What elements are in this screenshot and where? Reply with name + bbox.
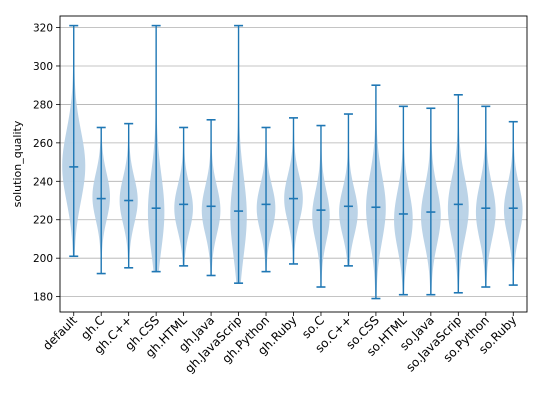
y-tick-label: 300 (33, 61, 53, 73)
y-tick-label: 320 (33, 23, 53, 35)
x-tick-label: default (40, 313, 80, 353)
y-tick-label: 220 (33, 215, 53, 227)
x-axis: defaultgh.Cgh.C++gh.CSSgh.HTMLgh.Javagh.… (40, 312, 519, 376)
y-tick-label: 180 (33, 292, 53, 304)
y-tick-label: 280 (33, 99, 53, 111)
y-tick-label: 260 (33, 138, 53, 150)
y-axis: 180 200 220 240 260 280 300 320 (33, 23, 60, 304)
y-tick-label: 200 (33, 253, 53, 265)
y-tick-label: 240 (33, 176, 53, 188)
y-axis-title: solution_quality (11, 120, 24, 207)
violins (62, 24, 523, 300)
